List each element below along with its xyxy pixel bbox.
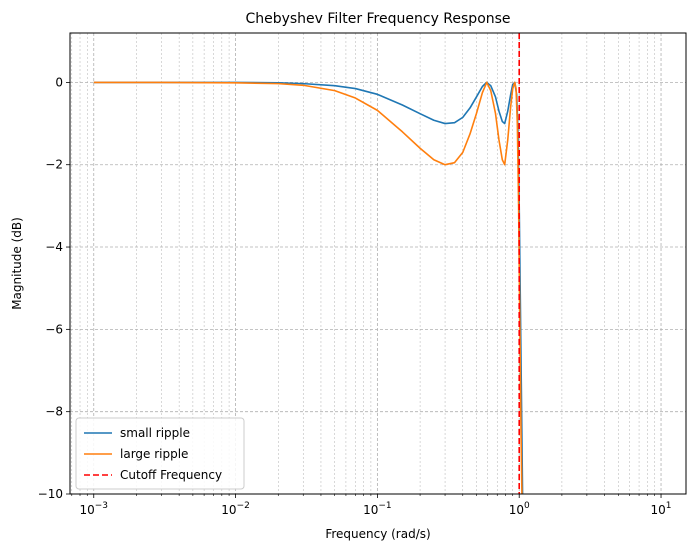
y-tick-label: −10 — [38, 487, 63, 501]
series-line-1 — [93, 81, 523, 494]
legend-label-0: small ripple — [120, 426, 190, 440]
y-tick-label: −8 — [45, 405, 63, 419]
chart-title: Chebyshev Filter Frequency Response — [245, 11, 510, 27]
x-tick-label: 10−2 — [221, 501, 250, 517]
y-tick-label: −2 — [45, 158, 63, 172]
plot-frame — [69, 32, 687, 495]
x-tick-label: 10−1 — [363, 501, 392, 517]
x-tick-label: 10−3 — [79, 501, 108, 517]
y-tick-label: −4 — [45, 240, 63, 254]
ticks: 10−3 10−2 10−1 100 101 0 −2 −4 −6 −8 −10 — [38, 75, 672, 517]
x-tick-label: 101 — [651, 501, 672, 517]
legend: small ripple large ripple Cutoff Frequency — [75, 417, 245, 490]
x-axis-title: Frequency (rad/s) — [325, 527, 430, 541]
legend-label-1: large ripple — [120, 447, 188, 461]
y-axis-title: Magnitude (dB) — [10, 217, 24, 310]
legend-box — [75, 417, 245, 490]
x-tick-label: 100 — [509, 501, 530, 517]
legend-label-2: Cutoff Frequency — [120, 468, 222, 482]
series-layer — [93, 33, 524, 494]
y-tick-label: 0 — [55, 75, 63, 89]
y-tick-label: −6 — [45, 322, 63, 336]
